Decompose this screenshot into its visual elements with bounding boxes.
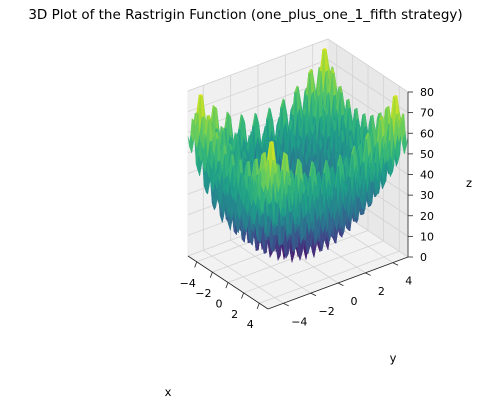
z-tick-label: 80 [420, 86, 434, 99]
y-tick-label-mark [392, 262, 399, 266]
x-tick-label: 0 [216, 298, 223, 311]
surface-patch [352, 109, 357, 141]
y-tick-label: −2 [319, 305, 335, 318]
surface-patch [364, 139, 369, 180]
x-tick-label-mark [194, 261, 198, 268]
surface-patch [330, 123, 335, 154]
grid-line-z [327, 38, 409, 93]
surface-patch [231, 183, 236, 204]
y-tick-label-mark [310, 292, 317, 297]
grid-line-y [230, 239, 311, 294]
y-tick-label: 2 [378, 285, 385, 298]
grid-line-z [187, 59, 329, 112]
surface-patch [247, 182, 252, 206]
z-tick-label: 40 [420, 169, 434, 182]
y-tick-label-mark [283, 302, 289, 307]
grid-line-y [203, 249, 284, 304]
surface-patch [307, 73, 312, 117]
y-tick-label-mark [365, 272, 371, 276]
z-tick-label: 50 [420, 148, 434, 161]
chart-title: 3D Plot of the Rastrigin Function (one_p… [28, 7, 463, 23]
y-tick-label: 0 [351, 295, 358, 308]
surface-patch [394, 120, 399, 149]
x-tick-label: 2 [231, 308, 238, 321]
surface-patch [300, 112, 305, 139]
surface-patch [215, 169, 220, 185]
surface-patch [360, 114, 365, 149]
x-tick-label: −2 [195, 287, 211, 300]
z-tick-label: 60 [420, 127, 434, 140]
surface-patch [392, 97, 397, 136]
surface-patch [321, 50, 326, 93]
surface-patch [293, 92, 298, 137]
surface-patch [336, 87, 341, 114]
surface-patch [193, 119, 198, 148]
surface-patch [239, 185, 244, 207]
z-tick-label: 20 [420, 210, 434, 223]
surface-patch [366, 162, 371, 193]
surface-patch [378, 120, 383, 160]
z-tick-label: 0 [420, 251, 427, 264]
z-axis-label: z [466, 176, 472, 190]
x-tick-label: −4 [180, 277, 196, 290]
z-tick-label: 70 [420, 107, 434, 120]
surface [187, 47, 409, 263]
surface-patch [223, 178, 228, 197]
surface-patch [314, 93, 319, 119]
surface-patch [199, 139, 204, 151]
x-tick-label-mark [225, 282, 229, 289]
surface-patch [380, 143, 385, 173]
x-tick-label-mark [241, 292, 244, 299]
z-tick-label: 10 [420, 230, 434, 243]
x-tick-label: 4 [247, 318, 254, 331]
surface-patch [255, 176, 260, 201]
y-tick-label: 4 [405, 275, 412, 288]
x-tick-label-mark [209, 272, 213, 278]
x-axis-label: x [165, 385, 172, 399]
y-tick-label: −4 [291, 315, 307, 328]
z-tick-label: 30 [420, 189, 434, 202]
x-tick-label-mark [256, 303, 260, 309]
surface-patch [308, 129, 313, 158]
surface-patch [322, 110, 327, 139]
surface-patch [344, 100, 349, 130]
y-axis-label: y [390, 351, 397, 365]
surface-patch [328, 70, 333, 95]
y-tick-label-mark [337, 282, 344, 286]
surface-patch [207, 156, 212, 170]
grid-line-z [187, 38, 329, 92]
surface-patch [266, 189, 271, 205]
